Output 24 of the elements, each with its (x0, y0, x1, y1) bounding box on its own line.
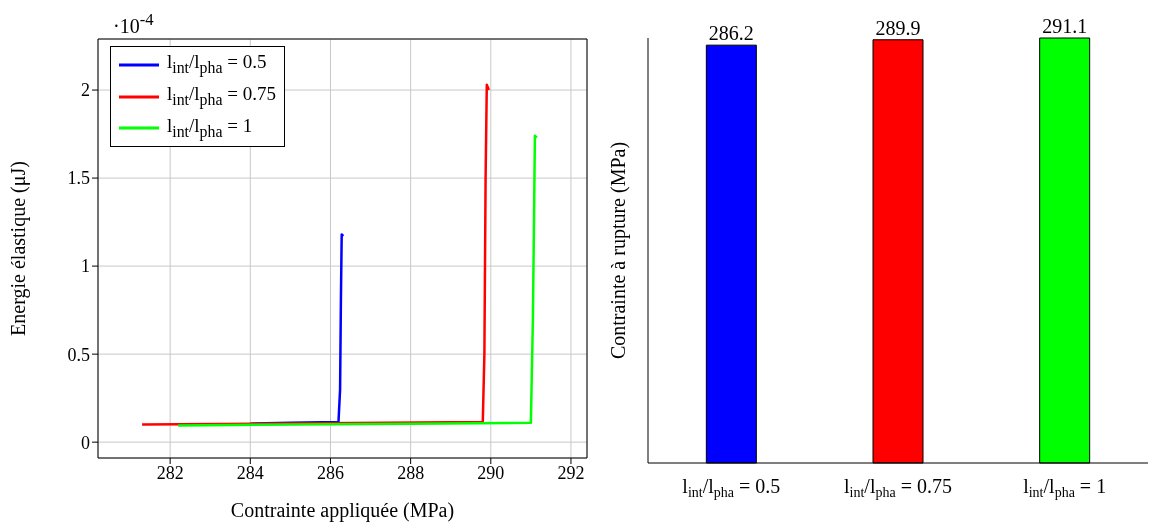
y-tick-label: 0 (81, 432, 90, 453)
legend-label: l$_{int}$/l$_{pha}$ = 0.5 (167, 51, 267, 76)
x-tick-label: 282 (156, 462, 184, 483)
y-axis-title: Contrainte à rupture (MPa) (607, 141, 631, 360)
data-label: 286.2 (708, 22, 754, 45)
x-tick-label: l$_{int}$/l$_{pha}$ = 0.75 (844, 475, 952, 501)
x-tick-label: l$_{int}$/l$_{pha}$ = 0.5 (682, 475, 781, 501)
y-tick-label: 0.5 (67, 344, 90, 365)
x-tick-label: 290 (477, 462, 505, 483)
x-tick-label: l$_{int}$/l$_{pha}$ = 1 (1023, 475, 1107, 501)
data-label: 291.1 (1042, 15, 1088, 37)
y-tick-label: 2 (81, 80, 90, 101)
x-tick-label: 286 (316, 462, 344, 483)
legend-label: l$_{int}$/l$_{pha}$ = 1 (167, 114, 253, 140)
x-tick-label: 288 (397, 462, 425, 483)
y-axis-title: Energie élastique (μJ) (7, 161, 31, 336)
data-label: 289.9 (875, 16, 921, 39)
x-axis-title: Contrainte appliquée (MPa) (230, 499, 455, 523)
legend-label: l$_{int}$/l$_{pha}$ = 0.75 (167, 82, 276, 108)
y-tick-label: 1.5 (67, 168, 90, 189)
x-tick-label: 284 (236, 462, 264, 483)
text: ·10$^{-4}$ (113, 10, 154, 37)
y-tick-label: 1 (81, 256, 90, 277)
x-tick-label: 292 (557, 462, 585, 483)
